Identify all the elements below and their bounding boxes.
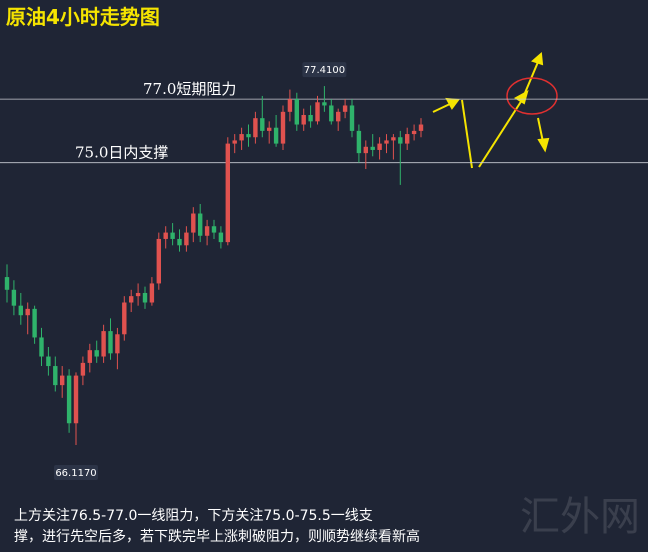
candle-body bbox=[204, 226, 210, 236]
candle-body bbox=[239, 134, 244, 141]
candle-body bbox=[391, 137, 396, 141]
note: 上方关注76.5-77.0一线阻力，下方关注75.0-75.5一线支撑，进行先空… bbox=[14, 508, 420, 545]
candle-body bbox=[46, 356, 51, 367]
candle-body bbox=[122, 302, 127, 335]
candle-body bbox=[267, 127, 272, 131]
note-line: 撑，进行先空后多，若下跌完毕上涨刺破阻力，则顺势继续看新高 bbox=[14, 528, 420, 545]
candle-body bbox=[39, 337, 44, 357]
candle-body bbox=[32, 308, 37, 338]
label-box bbox=[302, 62, 347, 78]
candle-body bbox=[370, 146, 375, 150]
candle-body bbox=[336, 111, 341, 122]
candle-body bbox=[349, 105, 355, 131]
candle-body bbox=[25, 308, 30, 316]
candle-body bbox=[11, 289, 17, 306]
candle-body bbox=[149, 283, 155, 303]
candle-body bbox=[225, 143, 230, 243]
candle-body bbox=[253, 118, 258, 138]
candle-body bbox=[101, 331, 106, 357]
candle-body bbox=[170, 232, 175, 239]
candle-body bbox=[177, 238, 182, 246]
candle-body bbox=[87, 350, 92, 363]
candle-body bbox=[66, 375, 72, 424]
candle-body bbox=[294, 99, 299, 125]
candle-body bbox=[156, 238, 161, 284]
watermark: 汇外网 bbox=[520, 494, 640, 540]
candle-body bbox=[198, 213, 203, 236]
candle-body bbox=[184, 232, 189, 246]
candle-body bbox=[377, 143, 382, 150]
candle-body bbox=[129, 296, 134, 303]
candle-body bbox=[115, 334, 120, 354]
candle-body bbox=[108, 331, 113, 354]
candle-body bbox=[322, 102, 327, 106]
candle-body bbox=[405, 134, 410, 144]
candle-body bbox=[80, 362, 86, 376]
candle-body bbox=[232, 140, 237, 144]
candle-body bbox=[308, 115, 313, 122]
candle-body bbox=[191, 213, 196, 233]
candle-body bbox=[356, 130, 362, 154]
candle-body bbox=[280, 111, 286, 144]
candle-body bbox=[273, 127, 279, 144]
highlight-circle bbox=[506, 77, 558, 115]
candle-body bbox=[411, 130, 417, 135]
candle-body bbox=[73, 375, 79, 424]
min-label: 66.1170 bbox=[55, 468, 96, 479]
note-line: 上方关注76.5-77.0一线阻力，下方关注75.0-75.5一线支 bbox=[14, 508, 373, 524]
candle-body bbox=[4, 277, 10, 290]
candle-body bbox=[60, 375, 65, 386]
candle-body bbox=[363, 146, 368, 154]
candle-body bbox=[384, 140, 389, 144]
candle-body bbox=[301, 115, 306, 125]
candle-body bbox=[246, 134, 251, 138]
candle-body bbox=[218, 232, 224, 243]
candle-body bbox=[418, 124, 424, 131]
candle-body bbox=[163, 232, 168, 239]
candle-body bbox=[142, 292, 148, 303]
candle-body bbox=[315, 102, 320, 122]
candle-body bbox=[398, 137, 403, 144]
level-label: 75.0日内支撑 bbox=[75, 144, 168, 162]
candle-body bbox=[94, 350, 99, 357]
candle-body bbox=[287, 99, 293, 112]
level-label: 77.0短期阻力 bbox=[143, 80, 236, 98]
max-label: 77.4100 bbox=[304, 65, 345, 76]
candle-body bbox=[18, 305, 23, 316]
candle-body bbox=[342, 105, 348, 112]
chart-title: 原油4小时走势图 bbox=[6, 5, 160, 29]
candle-body bbox=[211, 226, 217, 233]
candle-body bbox=[135, 292, 141, 297]
candle-body bbox=[260, 118, 265, 131]
candle-body bbox=[329, 105, 334, 122]
candle-body bbox=[53, 366, 58, 386]
label-box bbox=[54, 464, 98, 480]
